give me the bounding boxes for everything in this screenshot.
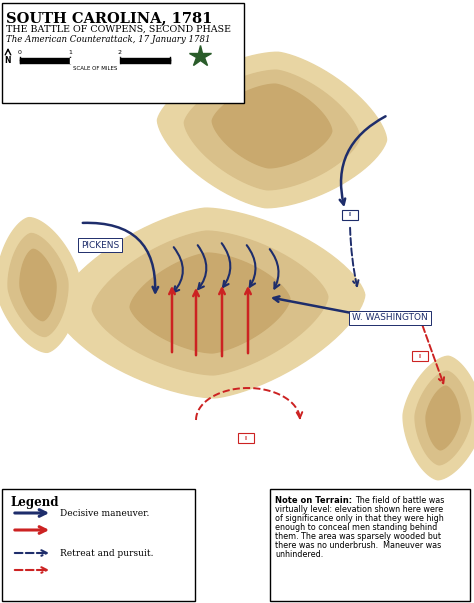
Text: N: N bbox=[5, 56, 11, 65]
Text: 0: 0 bbox=[18, 50, 22, 55]
Polygon shape bbox=[212, 84, 332, 168]
Polygon shape bbox=[92, 231, 328, 375]
Polygon shape bbox=[130, 253, 290, 353]
Bar bbox=[2, 3, 244, 103]
Text: there was no underbrush.  Maneuver was: there was no underbrush. Maneuver was bbox=[275, 541, 441, 550]
Text: The American Counterattack, 17 January 1781: The American Counterattack, 17 January 1… bbox=[6, 35, 210, 44]
Text: SOUTH CAROLINA, 1781: SOUTH CAROLINA, 1781 bbox=[6, 11, 212, 25]
Text: 2: 2 bbox=[118, 50, 122, 55]
Text: unhindered.: unhindered. bbox=[275, 550, 323, 559]
Bar bbox=[2, 489, 195, 601]
Text: II: II bbox=[348, 212, 352, 218]
Bar bbox=[412, 351, 428, 361]
Text: The field of battle was: The field of battle was bbox=[355, 496, 444, 505]
Text: Note on Terrain:: Note on Terrain: bbox=[275, 496, 352, 505]
Bar bbox=[238, 433, 254, 443]
Text: PICKENS: PICKENS bbox=[81, 241, 119, 250]
Polygon shape bbox=[8, 233, 68, 336]
Polygon shape bbox=[55, 208, 365, 398]
Polygon shape bbox=[426, 386, 460, 450]
Text: SCALE OF MILES: SCALE OF MILES bbox=[73, 66, 117, 71]
Text: Decisive maneuver.: Decisive maneuver. bbox=[60, 508, 149, 517]
Polygon shape bbox=[415, 371, 471, 465]
Polygon shape bbox=[184, 70, 360, 190]
Text: of significance only in that they were high: of significance only in that they were h… bbox=[275, 514, 444, 523]
Polygon shape bbox=[0, 218, 80, 352]
Polygon shape bbox=[20, 250, 56, 321]
Text: Legend: Legend bbox=[10, 496, 58, 509]
Text: 1: 1 bbox=[68, 50, 72, 55]
Text: W. WASHINGTON: W. WASHINGTON bbox=[352, 314, 428, 323]
Text: them. The area was sparsely wooded but: them. The area was sparsely wooded but bbox=[275, 532, 441, 541]
Text: II: II bbox=[245, 435, 247, 441]
Text: Retreat and pursuit.: Retreat and pursuit. bbox=[60, 549, 154, 558]
Polygon shape bbox=[403, 356, 474, 480]
Bar bbox=[342, 210, 358, 220]
Polygon shape bbox=[157, 52, 387, 208]
Text: enough to conceal men standing behind: enough to conceal men standing behind bbox=[275, 523, 437, 532]
Text: virtually level: elevation shown here were: virtually level: elevation shown here we… bbox=[275, 505, 443, 514]
Text: THE BATTLE OF COWPENS, SECOND PHASE: THE BATTLE OF COWPENS, SECOND PHASE bbox=[6, 25, 231, 34]
Text: II: II bbox=[419, 353, 422, 359]
Bar bbox=[270, 489, 470, 601]
